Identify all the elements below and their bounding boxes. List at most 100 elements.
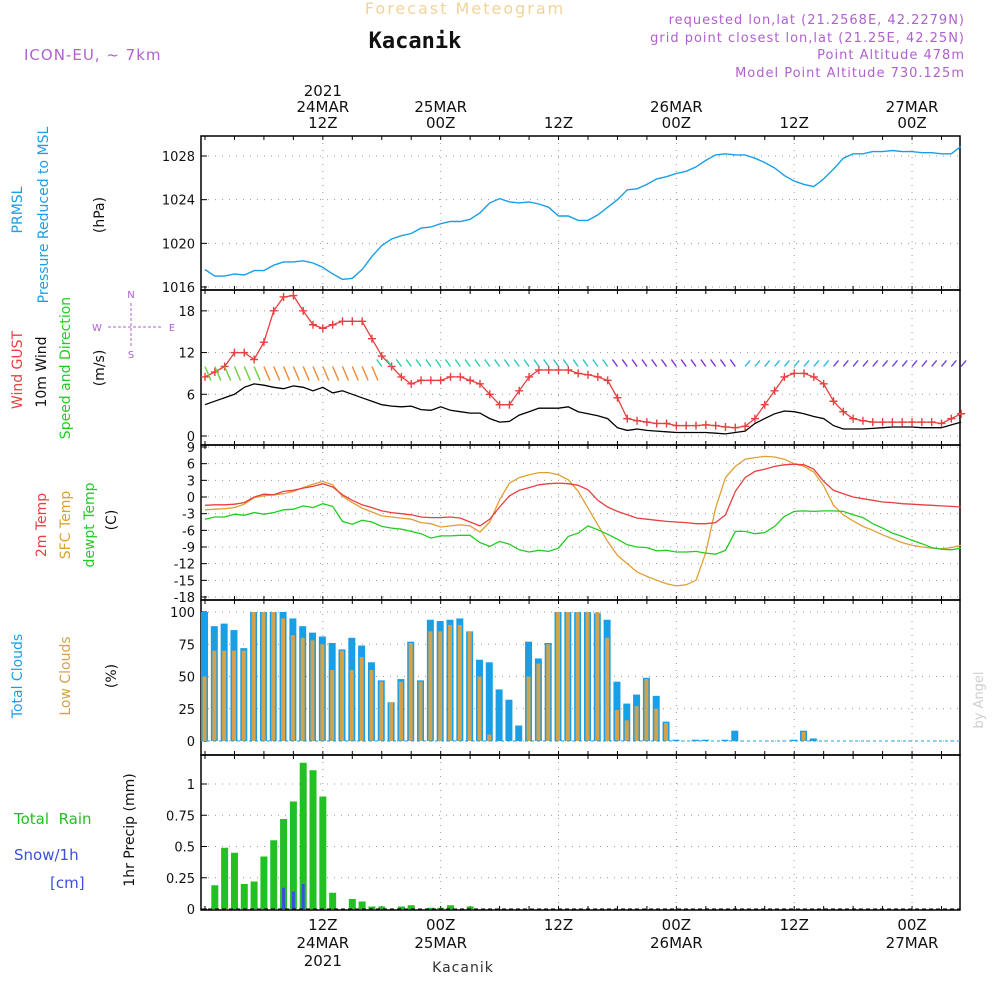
- gust-marker: [603, 376, 612, 385]
- wind-arrow: [813, 360, 820, 367]
- wind-arrow: [931, 360, 938, 367]
- wind-arrow: [282, 366, 291, 381]
- low-clouds-label: Low Clouds: [58, 636, 74, 715]
- rain-bar: [221, 847, 229, 909]
- top-time-label: 26MAR: [650, 98, 703, 116]
- low-clouds-bar: [339, 650, 344, 741]
- gust-marker: [456, 372, 465, 381]
- low-clouds-bar: [212, 650, 217, 741]
- wind-arrow: [243, 366, 251, 381]
- gust-marker: [574, 369, 583, 378]
- gust-marker: [564, 365, 573, 374]
- wind10m-line: [204, 383, 962, 435]
- y-tick-label: 6: [187, 388, 195, 403]
- gust-marker: [957, 409, 966, 418]
- gust-marker: [937, 419, 946, 428]
- gust-marker: [417, 376, 426, 385]
- compass-west: W: [92, 323, 102, 334]
- wind-arrow: [872, 360, 879, 367]
- gust-marker: [868, 418, 877, 427]
- rain-label: Total Rain: [13, 810, 92, 828]
- wind-arrow: [803, 360, 810, 367]
- gust-marker: [898, 418, 907, 427]
- low-clouds-bar: [379, 681, 384, 741]
- panel-frame: [200, 135, 961, 291]
- gust-marker: [407, 379, 416, 388]
- top-time-label: 00Z: [426, 114, 455, 132]
- total-clouds-label: Total Clouds: [10, 634, 26, 719]
- rain-bar: [289, 801, 297, 909]
- wind-arrow: [572, 359, 579, 367]
- low-clouds-bar: [290, 635, 295, 741]
- y-tick-label: -6: [182, 524, 195, 539]
- wind-arrow: [842, 360, 849, 367]
- low-clouds-bar: [526, 676, 531, 741]
- gust-marker: [623, 414, 632, 423]
- y-tick-label: 3: [187, 474, 195, 489]
- gust-marker: [652, 419, 661, 428]
- rain-bar: [250, 881, 258, 909]
- low-clouds-bar: [251, 612, 256, 741]
- wind-arrow: [754, 360, 761, 367]
- bottom-time-label: 00Z: [662, 916, 691, 934]
- low-clouds-bar: [556, 612, 561, 741]
- gust-marker: [917, 418, 926, 427]
- wind-arrow: [233, 366, 242, 381]
- wind-arrow: [690, 359, 697, 367]
- y-tick-label: 12: [178, 347, 195, 362]
- low-clouds-bar: [428, 631, 433, 741]
- wind-arrow: [425, 359, 432, 367]
- gust-marker: [201, 372, 209, 381]
- gust-marker: [426, 376, 435, 385]
- gust-marker: [240, 348, 249, 357]
- y-tick-label: 50: [178, 671, 195, 686]
- panel-4: 0 0.25 0.5 0.75 1: [166, 754, 961, 918]
- wind-arrow: [940, 360, 948, 367]
- gust-marker: [485, 390, 494, 399]
- low-clouds-bar: [310, 640, 315, 741]
- wind-arrow: [395, 359, 402, 367]
- y-tick-label: 1016: [162, 281, 195, 296]
- gust-marker: [839, 407, 848, 416]
- wind-arrow: [464, 359, 471, 367]
- wind-arrow: [435, 359, 442, 367]
- clouds-unit: (%): [104, 664, 120, 688]
- wind-unit: (m/s): [92, 350, 108, 387]
- y-tick-label: 9: [187, 441, 195, 456]
- chart-title: Forecast Meteogram: [365, 0, 565, 18]
- low-clouds-bar: [664, 722, 669, 741]
- wind-arrow: [660, 359, 668, 367]
- top-time-label: 25MAR: [414, 98, 467, 116]
- wind-arrow: [552, 359, 560, 367]
- low-clouds-bar: [457, 624, 462, 741]
- bottom-time-label: 12Z: [308, 916, 337, 934]
- low-clouds-bar: [398, 681, 403, 741]
- gust-marker: [750, 414, 759, 423]
- gust-marker: [613, 393, 622, 402]
- gust-marker: [878, 418, 887, 427]
- rain-bar: [240, 884, 248, 909]
- info-line-2: grid point closest lon,lat (21.25E, 42.2…: [650, 31, 965, 46]
- gust-marker: [829, 397, 838, 406]
- wind-arrow: [386, 359, 393, 367]
- low-clouds-bar: [222, 650, 227, 741]
- gust-marker: [662, 419, 671, 428]
- wind-arrow: [263, 366, 271, 381]
- wind-arrow: [882, 360, 889, 367]
- wind-arrow: [774, 360, 781, 367]
- y-tick-label: 0: [187, 491, 195, 506]
- wind-arrow: [405, 359, 412, 367]
- rain-bar: [397, 906, 405, 909]
- low-clouds-bar: [281, 618, 286, 741]
- total-clouds-bar: [485, 662, 493, 741]
- wind-arrow: [376, 359, 383, 367]
- panel-frame: [200, 754, 961, 911]
- gust-marker: [289, 291, 298, 300]
- compass-east: E: [169, 323, 175, 334]
- total-clouds-bar: [701, 739, 709, 741]
- gust-marker: [692, 421, 700, 430]
- gust-marker: [348, 317, 357, 326]
- low-clouds-bar: [605, 637, 610, 741]
- wind-arrow: [351, 366, 359, 381]
